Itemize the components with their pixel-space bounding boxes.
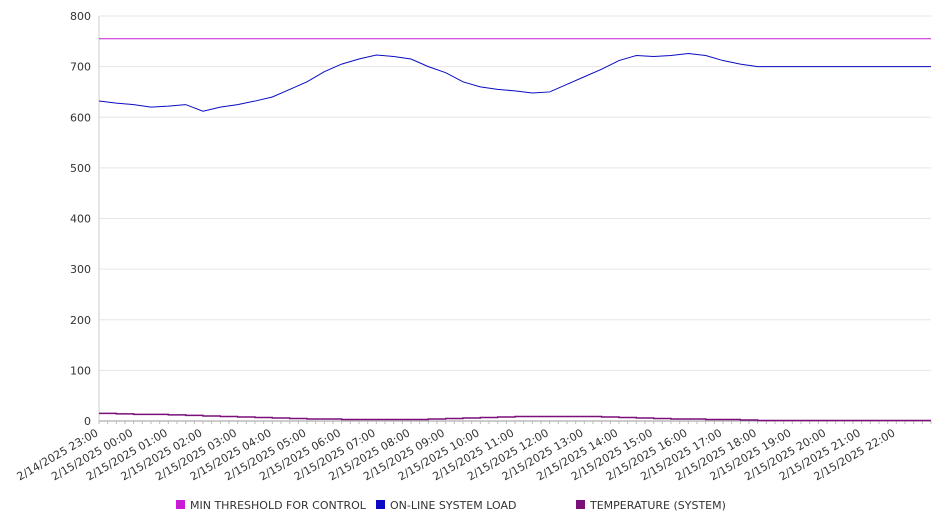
legend-swatch: [376, 500, 385, 509]
legend-label: ON-LINE SYSTEM LOAD: [390, 499, 516, 512]
x-tick-labels: 2/14/2025 23:002/15/2025 00:002/15/2025 …: [15, 426, 898, 483]
legend-label: TEMPERATURE (SYSTEM): [589, 499, 726, 512]
y-tick-label: 300: [70, 263, 91, 276]
axes: [98, 16, 932, 424]
y-tick-label: 600: [70, 111, 91, 124]
y-tick-label: 100: [70, 364, 91, 377]
y-tick-label: 400: [70, 213, 91, 226]
y-tick-label: 700: [70, 61, 91, 74]
legend-label: MIN THRESHOLD FOR CONTROL: [190, 499, 367, 512]
y-tick-label: 800: [70, 10, 91, 23]
legend-swatch: [576, 500, 585, 509]
series-line-3: [99, 412, 931, 422]
series-lines: [98, 38, 931, 422]
series-line-2: [98, 52, 931, 112]
grid-lines: [99, 15, 931, 371]
legend-swatch: [176, 500, 185, 509]
y-tick-labels: 0 100 200 300 400 500 600 700 800: [70, 10, 91, 428]
y-tick-label: 0: [84, 415, 91, 428]
y-tick-label: 200: [70, 314, 91, 327]
legend: MIN THRESHOLD FOR CONTROL ON-LINE SYSTEM …: [176, 499, 726, 512]
y-tick-label: 500: [70, 162, 91, 175]
